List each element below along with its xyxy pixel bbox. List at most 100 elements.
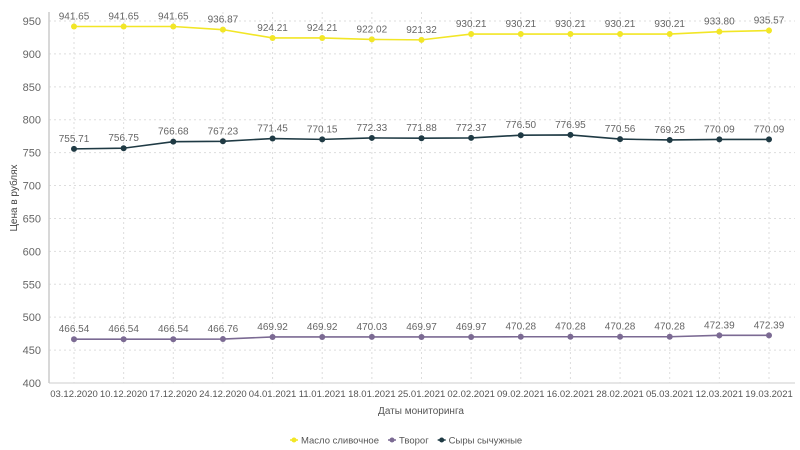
data-label: 766.68: [158, 127, 189, 138]
data-point[interactable]: [71, 336, 77, 343]
y-tick-label: 800: [23, 115, 41, 127]
x-tick-label: 03.12.2020: [50, 389, 98, 400]
y-axis-title: Цена в рублях: [8, 164, 20, 231]
data-point[interactable]: [468, 31, 475, 38]
data-label: 466.76: [208, 324, 239, 335]
data-point[interactable]: [170, 23, 177, 30]
data-label: 466.54: [59, 324, 90, 335]
data-point[interactable]: [120, 23, 127, 30]
data-point[interactable]: [517, 31, 524, 38]
data-label: 772.33: [357, 123, 388, 134]
data-label: 469.92: [307, 322, 338, 333]
data-label: 469.97: [406, 322, 437, 333]
data-point[interactable]: [517, 132, 524, 139]
data-point[interactable]: [666, 136, 673, 143]
data-label: 921.32: [406, 25, 437, 36]
data-point[interactable]: [219, 26, 226, 33]
data-point[interactable]: [418, 36, 425, 43]
data-point[interactable]: [319, 136, 326, 143]
data-point[interactable]: [120, 145, 127, 152]
data-point[interactable]: [716, 28, 723, 35]
data-point[interactable]: [567, 333, 574, 340]
data-point[interactable]: [766, 332, 772, 339]
data-label: 769.25: [654, 125, 685, 136]
data-point[interactable]: [468, 134, 475, 141]
data-label: 755.71: [59, 134, 90, 145]
legend-marker-icon: [291, 437, 297, 443]
data-point[interactable]: [418, 135, 425, 142]
data-point[interactable]: [368, 36, 375, 43]
data-point[interactable]: [170, 336, 177, 343]
x-tick-label: 02.02.2021: [447, 389, 495, 400]
data-label: 756.75: [108, 133, 139, 144]
data-point[interactable]: [716, 136, 723, 143]
data-point[interactable]: [269, 34, 276, 41]
y-tick-label: 700: [23, 181, 41, 193]
data-point[interactable]: [567, 131, 574, 138]
y-tick-label: 500: [23, 312, 41, 324]
legend-label: Масло сливочное: [301, 436, 379, 447]
data-point[interactable]: [368, 333, 375, 340]
data-point[interactable]: [71, 23, 77, 30]
data-point[interactable]: [319, 34, 326, 41]
data-label: 930.21: [654, 19, 685, 30]
x-tick-label: 09.02.2021: [497, 389, 545, 400]
series: 941.65 941.65 941.65 936.87 924.21 924.21 922.…: [59, 11, 785, 343]
data-point[interactable]: [269, 333, 276, 340]
data-label: 770.09: [754, 124, 785, 135]
data-point[interactable]: [666, 31, 673, 38]
legend-marker-icon: [439, 437, 445, 443]
data-point[interactable]: [716, 332, 723, 339]
x-tick-label: 28.02.2021: [596, 389, 644, 400]
data-label: 469.92: [257, 322, 288, 333]
data-label: 466.54: [108, 324, 139, 335]
y-tick-label: 600: [23, 246, 41, 258]
data-label: 941.65: [158, 11, 189, 22]
data-point[interactable]: [766, 136, 772, 143]
x-tick-label: 11.01.2021: [299, 389, 346, 400]
y-tick-label: 650: [23, 213, 41, 225]
series-1: 466.54 466.54 466.54 466.76 469.92 469.92 470.…: [59, 320, 785, 343]
x-tick-label: 12.03.2021: [696, 389, 744, 400]
data-point[interactable]: [368, 134, 375, 141]
data-point[interactable]: [170, 138, 177, 145]
data-point[interactable]: [120, 336, 127, 343]
data-point[interactable]: [219, 138, 226, 145]
data-label: 924.21: [307, 23, 338, 34]
data-label: 771.88: [406, 123, 437, 134]
data-label: 776.95: [555, 120, 586, 131]
data-point[interactable]: [319, 333, 326, 340]
legend-item[interactable]: Масло сливочное: [290, 436, 379, 447]
data-point[interactable]: [617, 31, 624, 38]
data-label: 470.28: [505, 322, 536, 333]
data-point[interactable]: [567, 31, 574, 38]
series-0: 941.65 941.65 941.65 936.87 924.21 924.21 922.…: [59, 11, 785, 43]
data-point[interactable]: [269, 135, 276, 142]
x-tick-label: 18.01.2021: [348, 389, 396, 400]
data-point[interactable]: [617, 136, 624, 143]
y-tick-label: 850: [23, 82, 41, 94]
data-label: 941.65: [108, 11, 139, 22]
data-label: 472.39: [704, 320, 735, 331]
y-tick-label: 900: [23, 49, 41, 61]
data-label: 770.09: [704, 124, 735, 135]
data-point[interactable]: [666, 333, 673, 340]
data-point[interactable]: [468, 333, 475, 340]
data-label: 767.23: [208, 126, 239, 137]
grid: [49, 12, 795, 384]
data-point[interactable]: [71, 145, 77, 152]
data-point[interactable]: [517, 333, 524, 340]
data-label: 936.87: [208, 15, 239, 26]
data-point[interactable]: [418, 333, 425, 340]
data-point[interactable]: [617, 333, 624, 340]
data-label: 470.28: [654, 322, 685, 333]
data-label: 941.65: [59, 11, 90, 22]
data-point[interactable]: [219, 336, 226, 343]
legend-item[interactable]: Сыры сычужные: [437, 436, 523, 447]
data-label: 470.28: [555, 322, 586, 333]
series-2: 755.71 756.75 766.68 767.23 771.45 770.15 772.…: [59, 120, 785, 152]
legend-item[interactable]: Творог: [388, 436, 429, 447]
data-label: 776.50: [505, 120, 536, 131]
data-point[interactable]: [766, 27, 772, 34]
